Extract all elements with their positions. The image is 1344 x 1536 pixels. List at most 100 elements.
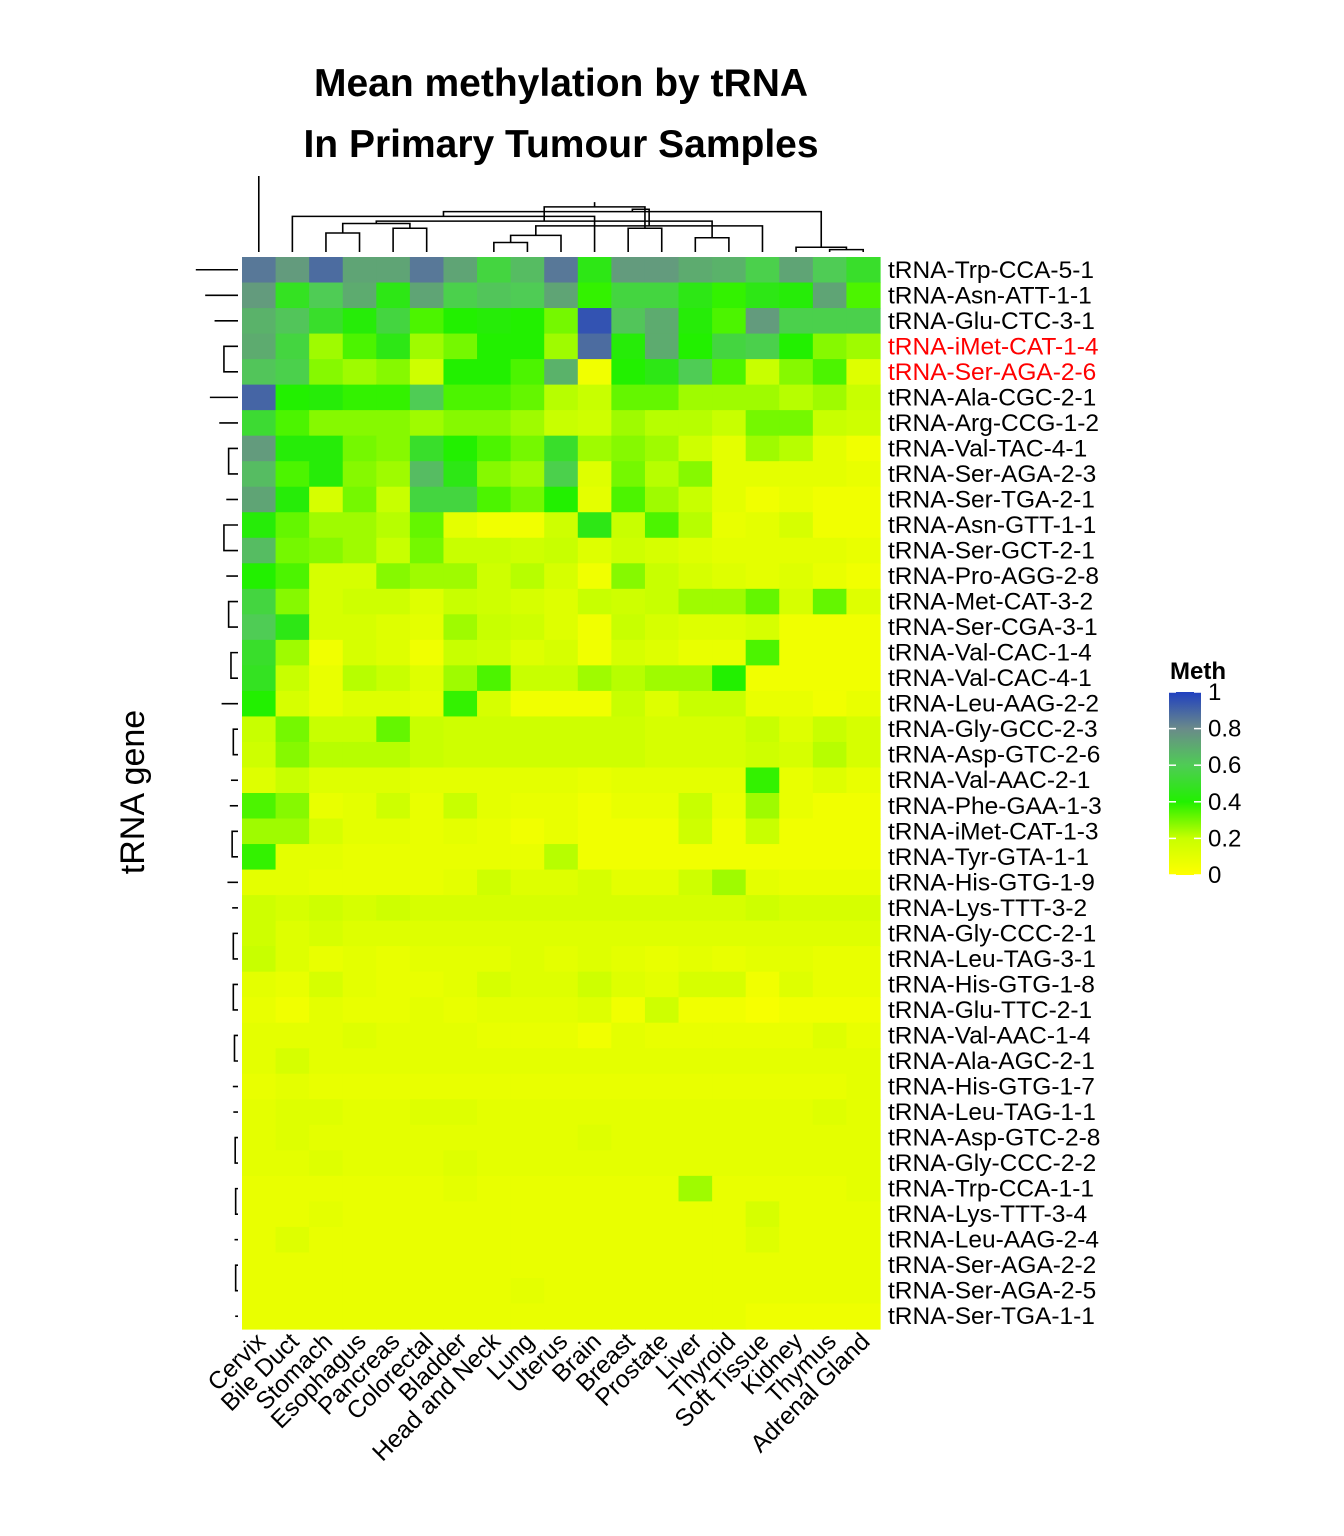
heatmap-cell <box>577 818 612 845</box>
heatmap-cell <box>779 384 814 411</box>
heatmap-cell <box>544 282 579 309</box>
heatmap-cell <box>309 512 344 539</box>
heatmap-cell <box>342 844 377 871</box>
heatmap-cell <box>443 588 478 615</box>
heatmap-cell <box>376 588 411 615</box>
legend-colorbar <box>1169 692 1201 875</box>
heatmap-cell <box>510 716 545 743</box>
heatmap-cell <box>611 767 646 794</box>
heatmap-cell <box>745 639 780 666</box>
dendrogram-branch <box>232 983 238 1011</box>
heatmap-cell <box>477 818 512 845</box>
heatmap-cell <box>242 308 277 335</box>
heatmap-cell <box>745 1252 780 1279</box>
legend-tick-label: 0.4 <box>1208 789 1241 816</box>
heatmap-cell <box>779 1175 814 1202</box>
row-label: tRNA-Ser-GCT-2-1 <box>888 538 1095 565</box>
heatmap-cell <box>745 461 780 488</box>
heatmap-cell <box>309 767 344 794</box>
heatmap-cell <box>577 767 612 794</box>
heatmap-cell <box>510 818 545 845</box>
heatmap-cell <box>242 1073 277 1100</box>
dendrogram-branch <box>493 241 529 252</box>
heatmap-cell <box>812 1150 848 1177</box>
heatmap-cell <box>779 767 814 794</box>
heatmap-cell <box>275 359 310 386</box>
heatmap-cell <box>678 1150 713 1177</box>
heatmap-cell <box>309 282 344 309</box>
heatmap-cell <box>376 1201 411 1228</box>
heatmap-cell <box>275 639 310 666</box>
heatmap-cell <box>678 1099 713 1126</box>
heatmap-cell <box>712 1099 747 1126</box>
heatmap-cell <box>712 308 747 335</box>
row-label: tRNA-Ser-AGA-2-6 <box>888 359 1096 386</box>
row-label: tRNA-Leu-TAG-1-1 <box>888 1099 1096 1126</box>
heatmap-cell <box>342 665 377 692</box>
heatmap-cell <box>712 384 747 411</box>
heatmap-cell <box>376 1303 411 1330</box>
heatmap-cell <box>376 639 411 666</box>
row-label: tRNA-Tyr-GTA-1-1 <box>888 844 1089 871</box>
heatmap-cell <box>477 333 512 360</box>
dendrogram-branch <box>234 1264 238 1292</box>
heatmap-cell <box>342 1201 377 1228</box>
heatmap-cell <box>644 1022 680 1049</box>
heatmap-cell <box>678 895 713 922</box>
heatmap-cell <box>477 1124 512 1151</box>
heatmap-cell <box>611 639 646 666</box>
legend-tick-label: 0.6 <box>1208 752 1241 779</box>
heatmap-cell <box>812 946 848 973</box>
heatmap-cell <box>678 486 713 513</box>
heatmap-cell <box>443 997 478 1024</box>
heatmap-cell <box>477 844 512 871</box>
heatmap-cell <box>443 639 478 666</box>
heatmap-cell <box>477 920 512 947</box>
heatmap-cell <box>242 1099 277 1126</box>
heatmap-cell <box>712 461 747 488</box>
heatmap-cell <box>846 1073 881 1100</box>
heatmap-cell <box>745 410 780 437</box>
heatmap-cell <box>779 1022 814 1049</box>
heatmap-cell <box>644 1226 680 1254</box>
heatmap-cell <box>477 1175 512 1202</box>
heatmap-cell <box>812 1073 848 1100</box>
heatmap-cell <box>644 359 680 386</box>
heatmap-cell <box>577 1226 612 1254</box>
heatmap-cell <box>644 308 680 335</box>
heatmap-cell <box>510 1277 545 1305</box>
heatmap-cell <box>443 257 478 284</box>
heatmap-cell <box>745 818 780 845</box>
dendrogram-branch <box>631 208 650 226</box>
heatmap-cell <box>611 461 646 488</box>
heatmap-cell <box>242 1175 277 1202</box>
heatmap-cell <box>812 1022 848 1049</box>
row-label: tRNA-Ala-AGC-2-1 <box>888 1048 1095 1075</box>
heatmap-cell <box>712 1150 747 1177</box>
heatmap-cell <box>510 537 545 564</box>
heatmap-cell <box>644 1303 680 1330</box>
heatmap-cell <box>342 1226 377 1254</box>
heatmap-cell <box>577 1303 612 1330</box>
heatmap-cell <box>779 537 814 564</box>
heatmap-cell <box>544 1150 579 1177</box>
heatmap-cell <box>342 869 377 896</box>
heatmap-cell <box>544 920 579 947</box>
heatmap-cell <box>846 793 881 820</box>
heatmap-cell <box>544 997 579 1024</box>
heatmap-cell <box>477 1303 512 1330</box>
heatmap-cell <box>376 359 411 386</box>
heatmap-cell <box>544 333 579 360</box>
heatmap-cell <box>443 1201 478 1228</box>
heatmap-cell <box>712 359 747 386</box>
heatmap-cell <box>812 1124 848 1151</box>
heatmap-cell <box>712 741 747 769</box>
heatmap-cell <box>644 282 680 309</box>
heatmap-cell <box>510 282 545 309</box>
heatmap-cell <box>443 512 478 539</box>
heatmap-cell <box>409 257 445 284</box>
row-label: tRNA-Glu-CTC-3-1 <box>888 308 1095 335</box>
heatmap-cell <box>477 946 512 973</box>
heatmap-cell <box>779 844 814 871</box>
heatmap-cell <box>712 1226 747 1254</box>
